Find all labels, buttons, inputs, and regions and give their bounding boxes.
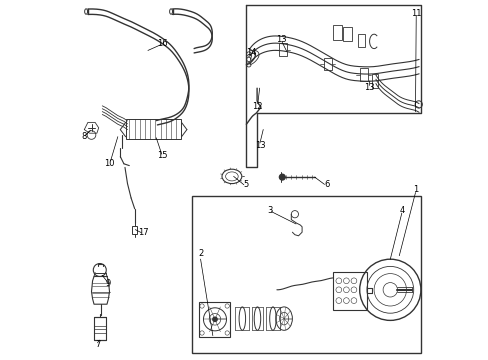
Bar xyxy=(332,272,366,310)
Text: 13: 13 xyxy=(364,83,374,92)
Text: 5: 5 xyxy=(243,180,248,189)
Text: 12: 12 xyxy=(252,102,263,111)
Bar xyxy=(332,25,341,40)
Bar xyxy=(359,68,367,81)
Bar xyxy=(357,34,365,47)
Text: 8: 8 xyxy=(81,132,87,141)
Text: 7: 7 xyxy=(95,341,100,349)
Text: 17: 17 xyxy=(138,229,148,238)
Text: 15: 15 xyxy=(157,152,167,161)
Text: 16: 16 xyxy=(157,39,168,48)
Text: 14: 14 xyxy=(246,49,256,58)
Text: 10: 10 xyxy=(104,159,115,168)
Text: 4: 4 xyxy=(398,206,404,215)
Bar xyxy=(94,317,106,340)
Bar xyxy=(132,226,137,234)
Bar xyxy=(199,302,230,337)
Bar xyxy=(278,43,286,56)
Circle shape xyxy=(212,317,217,321)
Text: 2: 2 xyxy=(198,249,203,258)
Bar xyxy=(323,58,331,70)
Text: 13: 13 xyxy=(254,141,265,150)
Text: 11: 11 xyxy=(410,9,421,18)
Bar xyxy=(343,27,352,41)
Text: 13: 13 xyxy=(276,35,286,44)
Bar xyxy=(192,196,420,353)
Text: 1: 1 xyxy=(412,185,417,194)
Text: 6: 6 xyxy=(323,180,328,189)
Text: 3: 3 xyxy=(266,206,272,215)
Circle shape xyxy=(279,174,285,180)
Bar xyxy=(125,119,181,139)
Bar xyxy=(371,74,377,88)
Text: 9: 9 xyxy=(105,279,111,288)
